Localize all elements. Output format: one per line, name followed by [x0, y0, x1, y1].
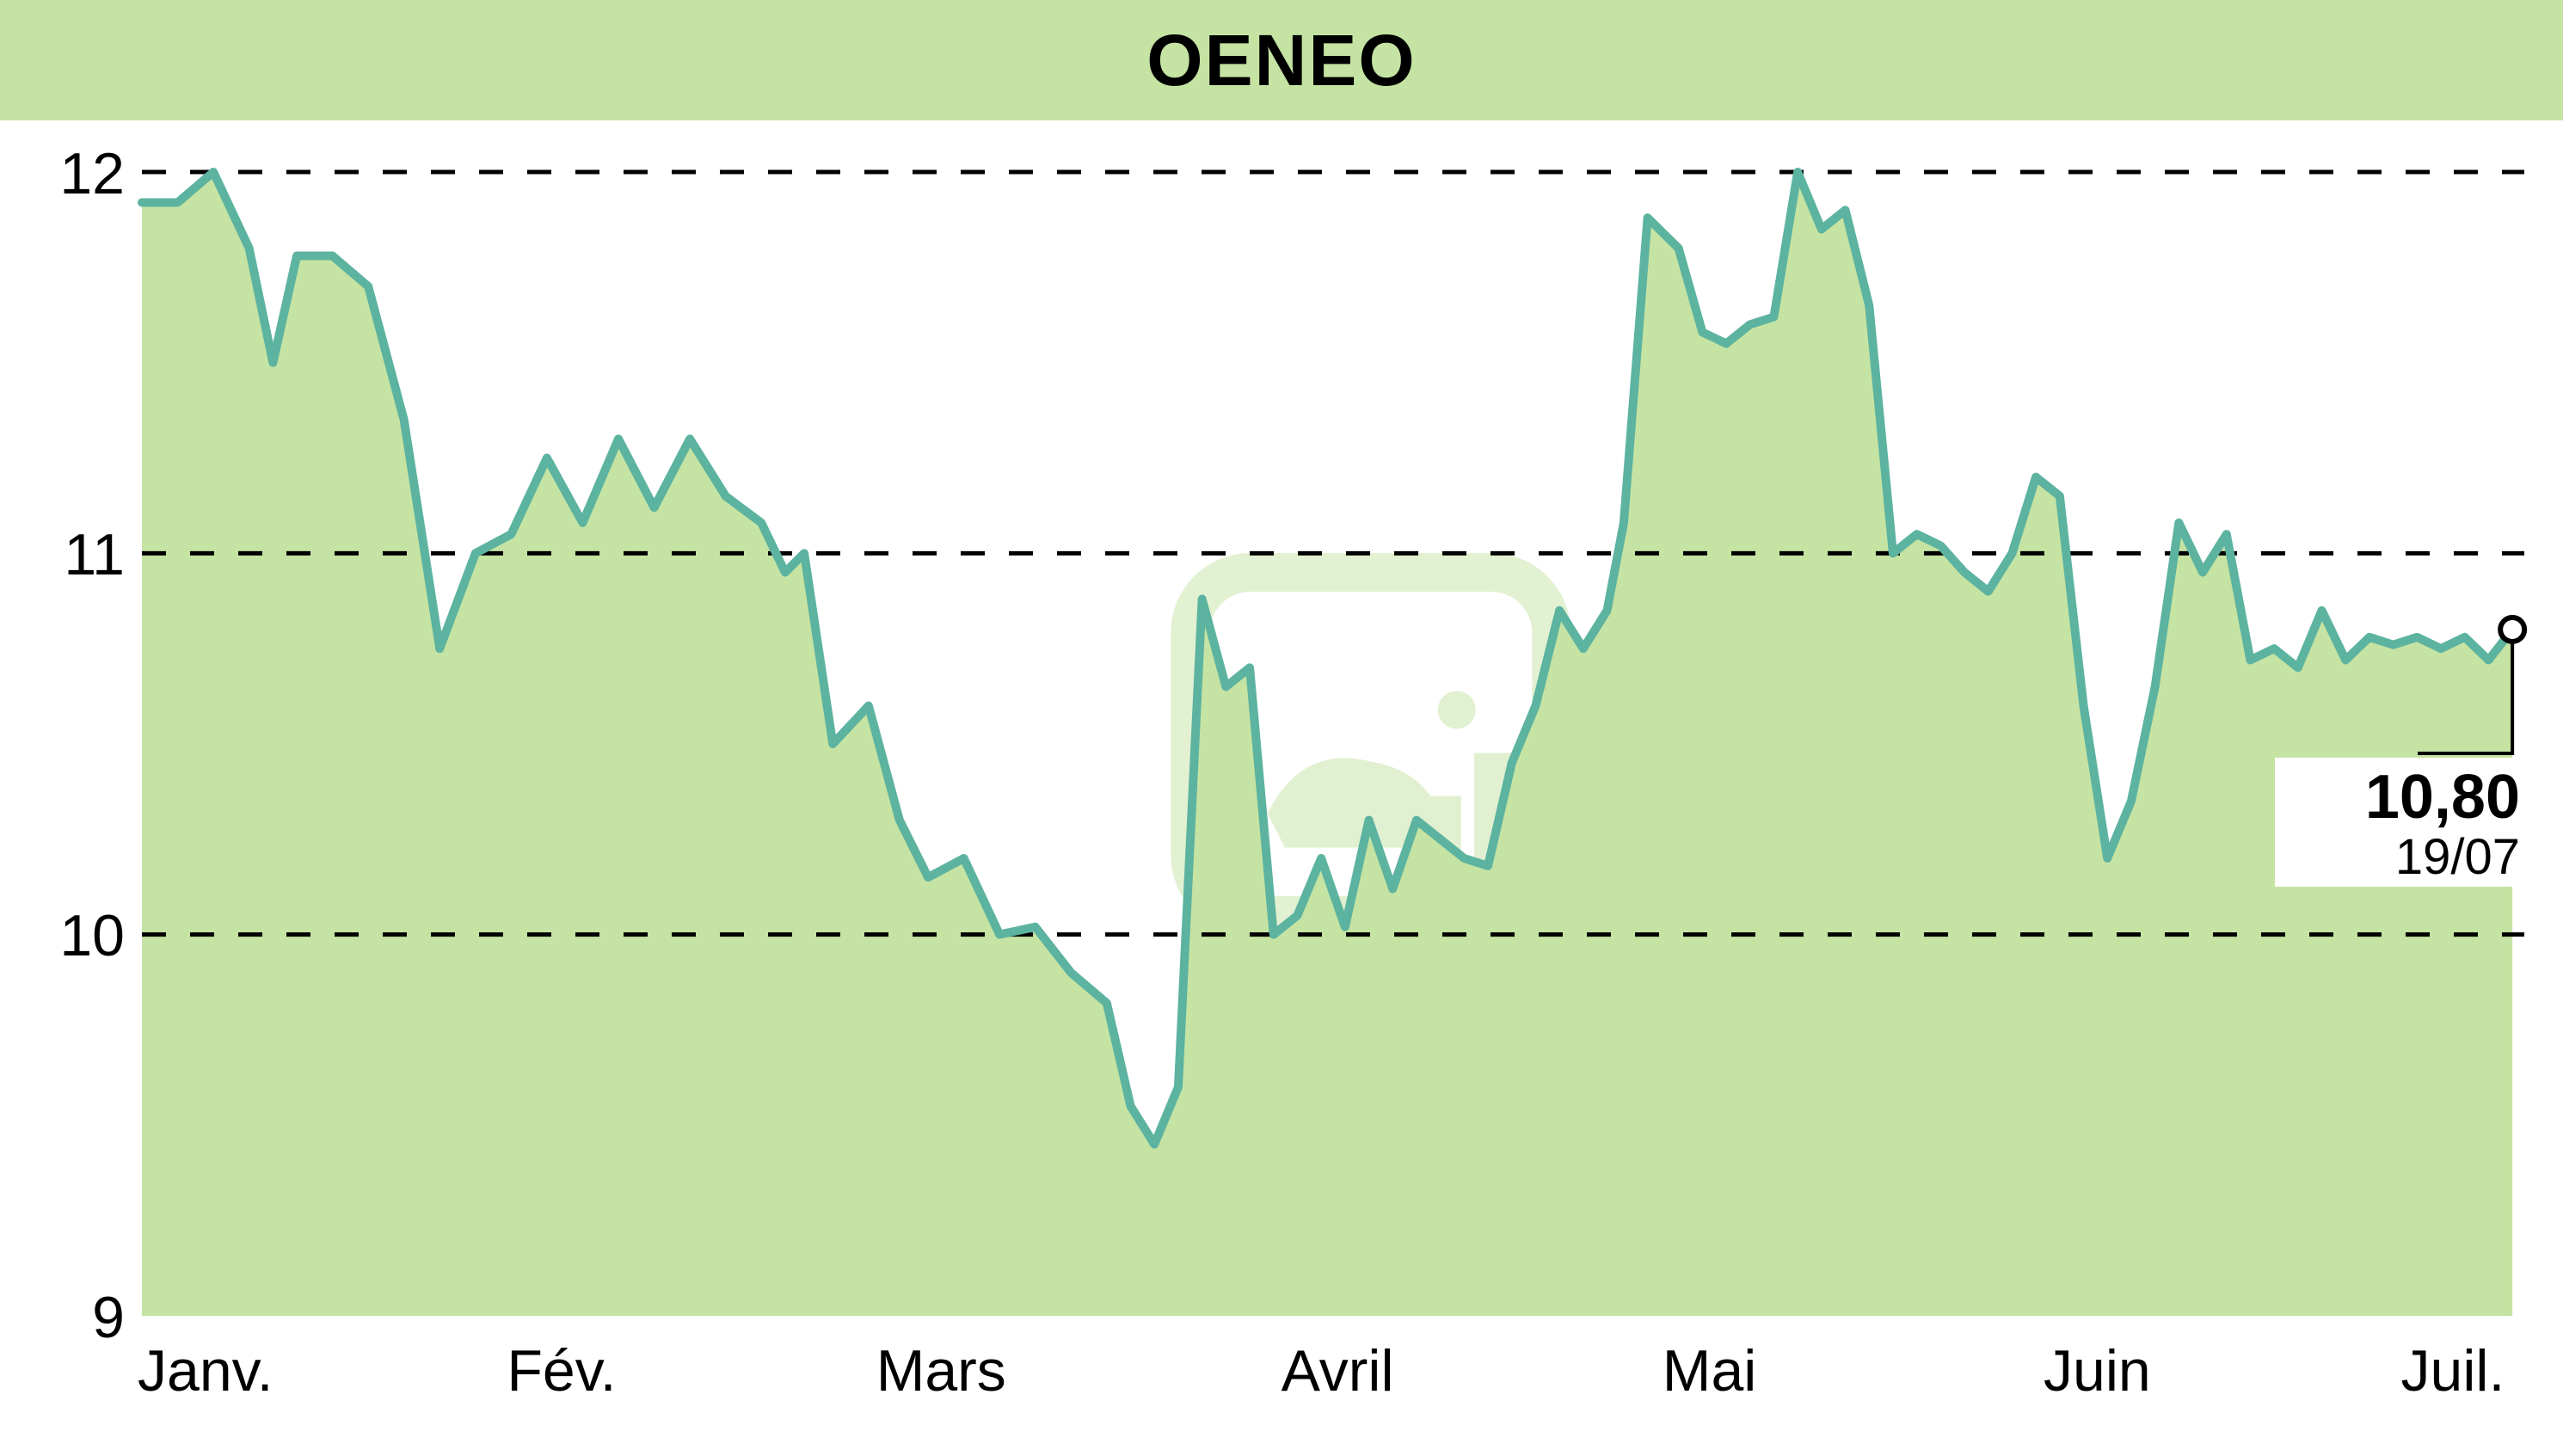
y-axis-label: 12: [59, 140, 125, 207]
x-axis-label: Juin: [2044, 1337, 2151, 1404]
x-axis-label: Fév.: [507, 1337, 616, 1404]
x-axis-label: Mai: [1663, 1337, 1757, 1404]
x-axis-label: Juil.: [2401, 1337, 2505, 1404]
last-price-value: 10,80: [2365, 762, 2520, 832]
x-axis-label: Mars: [876, 1337, 1006, 1404]
x-axis-label: Avril: [1282, 1337, 1394, 1404]
last-price-date: 19/07: [2395, 828, 2520, 886]
y-axis-label: 10: [59, 902, 125, 969]
x-axis-label: Janv.: [138, 1337, 273, 1404]
y-axis-label: 9: [92, 1284, 125, 1351]
stock-chart: 9 10 11 12 Janv. Fév. Mars Avril Mai Juin Juil. 10,…: [0, 0, 2563, 1456]
y-axis-label: 11: [64, 521, 125, 588]
